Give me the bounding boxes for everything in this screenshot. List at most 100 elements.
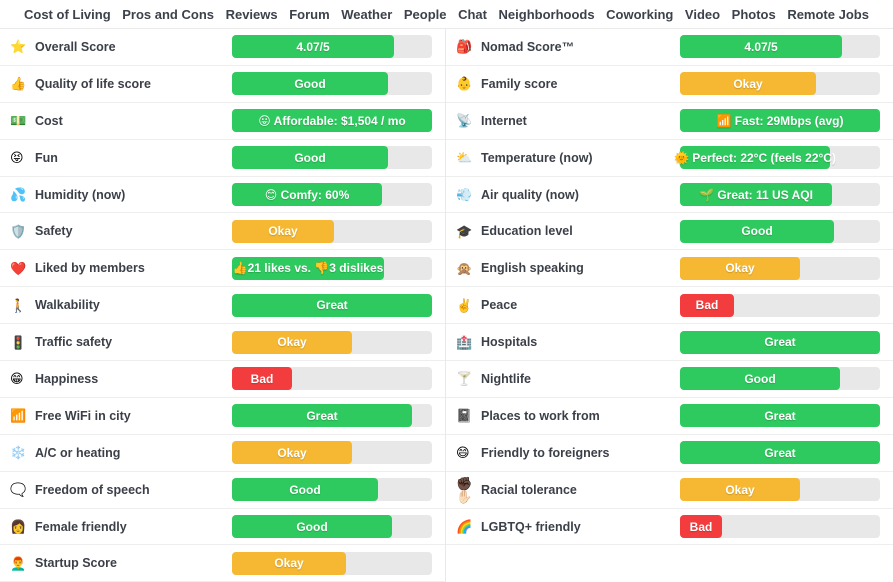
nav-tab-video[interactable]: Video [684, 6, 721, 22]
score-row-family-score[interactable]: 👶 Family score Okay [446, 65, 893, 103]
score-bar-track: 📶 Fast: 29Mbps (avg) [680, 109, 880, 133]
graduation-cap-icon: 🎓 [456, 223, 473, 239]
sun-behind-cloud-icon: ⛅ [456, 150, 473, 166]
nav-tab-chat[interactable]: Chat [458, 6, 487, 22]
nav-tab-people[interactable]: People [403, 6, 447, 22]
score-label: Walkability [35, 298, 100, 313]
score-bar-fill: 4.07/5 [680, 35, 842, 59]
score-row-walkability[interactable]: 🚶 Walkability Great [0, 287, 445, 325]
nav-tab-reviews[interactable]: Reviews [225, 6, 278, 22]
score-bar-fill: Good [680, 219, 834, 243]
nav-tab-forum[interactable]: Forum [289, 6, 330, 22]
score-row-safety[interactable]: 🛡️ Safety Okay [0, 213, 445, 251]
scores-column-left: ⭐ Overall Score 4.07/5 👍 Quality of life… [0, 29, 446, 582]
hospital-icon: 🏥 [456, 334, 473, 350]
score-bar-track: 4.07/5 [232, 35, 432, 59]
nav-tab-coworking[interactable]: Coworking [606, 6, 674, 22]
score-row-cost[interactable]: 💵 Cost 😛 Affordable: $1,504 / mo [0, 102, 445, 140]
scores-column-right: 🎒 Nomad Score™ 4.07/5 👶 Family score Oka… [446, 29, 893, 582]
founder-icon: 👨‍🦰 [10, 555, 27, 571]
score-row-nightlife[interactable]: 🍸 Nightlife Good [446, 361, 893, 398]
score-row-english-speaking[interactable]: 🙊 English speaking Okay [446, 250, 893, 288]
score-label: Freedom of speech [35, 482, 150, 497]
score-bar-value: 🌞 Perfect: 22°C (feels 22°C) [674, 150, 836, 165]
score-bar-fill: 📶 Fast: 29Mbps (avg) [680, 109, 880, 133]
nav-tab-neighborhoods[interactable]: Neighborhoods [498, 6, 595, 22]
score-bar-value: 🌱 Great: 11 US AQI [699, 187, 813, 202]
score-bar-track: 🌞 Perfect: 22°C (feels 22°C) [674, 146, 880, 170]
nav-tab-cost-of-living[interactable]: Cost of Living [24, 6, 111, 22]
score-label: Startup Score [35, 556, 117, 571]
score-row-startup-score[interactable]: 👨‍🦰 Startup Score Okay [0, 545, 445, 582]
score-bar-fill: Okay [232, 330, 352, 354]
snowflake-icon: ❄️ [10, 445, 27, 461]
score-row-freedom-of-speech[interactable]: 🗨️ Freedom of speech Good [0, 471, 445, 509]
score-bar-value: Great [764, 445, 796, 460]
score-row-a-c-or-heating[interactable]: ❄️ A/C or heating Okay [0, 434, 445, 472]
nav-tab-remote-jobs[interactable]: Remote Jobs [787, 6, 869, 22]
nav-tab-weather[interactable]: Weather [341, 6, 393, 22]
score-bar-value: Good [744, 371, 776, 386]
score-row-traffic-safety[interactable]: 🚦 Traffic safety Okay [0, 324, 445, 362]
score-bar-track: Okay [232, 441, 432, 465]
score-bar-track: Good [680, 367, 880, 391]
score-label: Liked by members [35, 261, 145, 276]
score-row-quality-of-life-score[interactable]: 👍 Quality of life score Good [0, 65, 445, 103]
score-bar-value: 📶 Fast: 29Mbps (avg) [716, 113, 844, 128]
score-bar-track: Bad [232, 367, 432, 391]
score-bar-value: Good [296, 519, 328, 534]
score-row-female-friendly[interactable]: 👩 Female friendly Good [0, 508, 445, 546]
score-bar-fill: 😊 Comfy: 60% [232, 183, 382, 206]
score-bar-track: Great [680, 441, 880, 465]
sweat-drops-icon: 💦 [10, 187, 27, 202]
speak-no-evil-monkey-icon: 🙊 [456, 260, 473, 276]
score-row-peace[interactable]: ✌️ Peace Bad [446, 287, 893, 325]
score-bar-fill: Okay [232, 551, 346, 575]
score-bar-value: 4.07/5 [744, 39, 778, 54]
score-row-places-to-work-from[interactable]: 📓 Places to work from Great [446, 397, 893, 435]
score-bar-value: 👍21 likes vs. 👎3 dislikes [232, 261, 384, 276]
smiling-face-icon: 😄 [456, 445, 470, 461]
score-row-education-level[interactable]: 🎓 Education level Good [446, 213, 893, 251]
score-label: Nomad Score™ [481, 39, 575, 54]
score-row-liked-by-members[interactable]: ❤️ Liked by members 👍21 likes vs. 👎3 dis… [0, 250, 445, 288]
score-row-hospitals[interactable]: 🏥 Hospitals Great [446, 324, 893, 362]
city-scores-table: ⭐ Overall Score 4.07/5 👍 Quality of life… [0, 29, 893, 582]
score-bar-value: Okay [274, 556, 304, 571]
score-row-internet[interactable]: 📡 Internet 📶 Fast: 29Mbps (avg) [446, 102, 893, 140]
score-row-temperature-now[interactable]: ⛅ Temperature (now) 🌞 Perfect: 22°C (fee… [446, 139, 893, 177]
score-row-happiness[interactable]: 😁 Happiness Bad [0, 361, 445, 398]
score-row-humidity-now[interactable]: 💦 Humidity (now) 😊 Comfy: 60% [0, 176, 445, 214]
score-row-overall-score[interactable]: ⭐ Overall Score 4.07/5 [0, 29, 445, 66]
score-bar-fill: Good [232, 478, 378, 502]
score-row-racial-tolerance[interactable]: ✊🏿✋🏻 Racial tolerance Okay [446, 471, 893, 509]
score-bar-track: Okay [232, 551, 432, 575]
score-bar-track: Okay [232, 219, 432, 243]
star-icon: ⭐ [10, 39, 27, 55]
score-bar-value: Okay [277, 335, 307, 350]
score-label: Peace [481, 298, 518, 313]
score-bar-value: 😛 Affordable: $1,504 / mo [258, 113, 406, 128]
cocktail-icon: 🍸 [456, 371, 473, 387]
nav-tab-photos[interactable]: Photos [731, 6, 776, 22]
score-bar-fill: 😛 Affordable: $1,504 / mo [232, 109, 432, 133]
score-row-nomad-score[interactable]: 🎒 Nomad Score™ 4.07/5 [446, 29, 893, 66]
score-bar-value: Bad [250, 371, 274, 386]
nav-tab-pros-and-cons[interactable]: Pros and Cons [122, 6, 214, 22]
score-bar-fill: Bad [680, 293, 734, 317]
thumbs-up-icon: 👍 [10, 76, 27, 92]
score-bar-value: Great [764, 408, 796, 423]
score-bar-fill: Good [232, 72, 388, 96]
score-row-air-quality-now[interactable]: 💨 Air quality (now) 🌱 Great: 11 US AQI [446, 176, 893, 214]
score-row-lgbtq-friendly[interactable]: 🌈 LGBTQ+ friendly Bad [446, 508, 893, 546]
score-row-fun[interactable]: 😝 Fun Good [0, 139, 445, 177]
score-label: Places to work from [481, 408, 600, 423]
score-bar-fill: 🌱 Great: 11 US AQI [680, 183, 832, 206]
score-row-free-wifi-in-city[interactable]: 📶 Free WiFi in city Great [0, 397, 445, 435]
baby-icon: 👶 [456, 76, 473, 92]
score-bar-track: Good [232, 146, 432, 170]
score-bar-track: Okay [232, 330, 432, 354]
wind-icon: 💨 [456, 187, 473, 202]
score-label: English speaking [481, 261, 584, 276]
score-row-friendly-to-foreigners[interactable]: 😄 Friendly to foreigners Great [446, 434, 893, 472]
